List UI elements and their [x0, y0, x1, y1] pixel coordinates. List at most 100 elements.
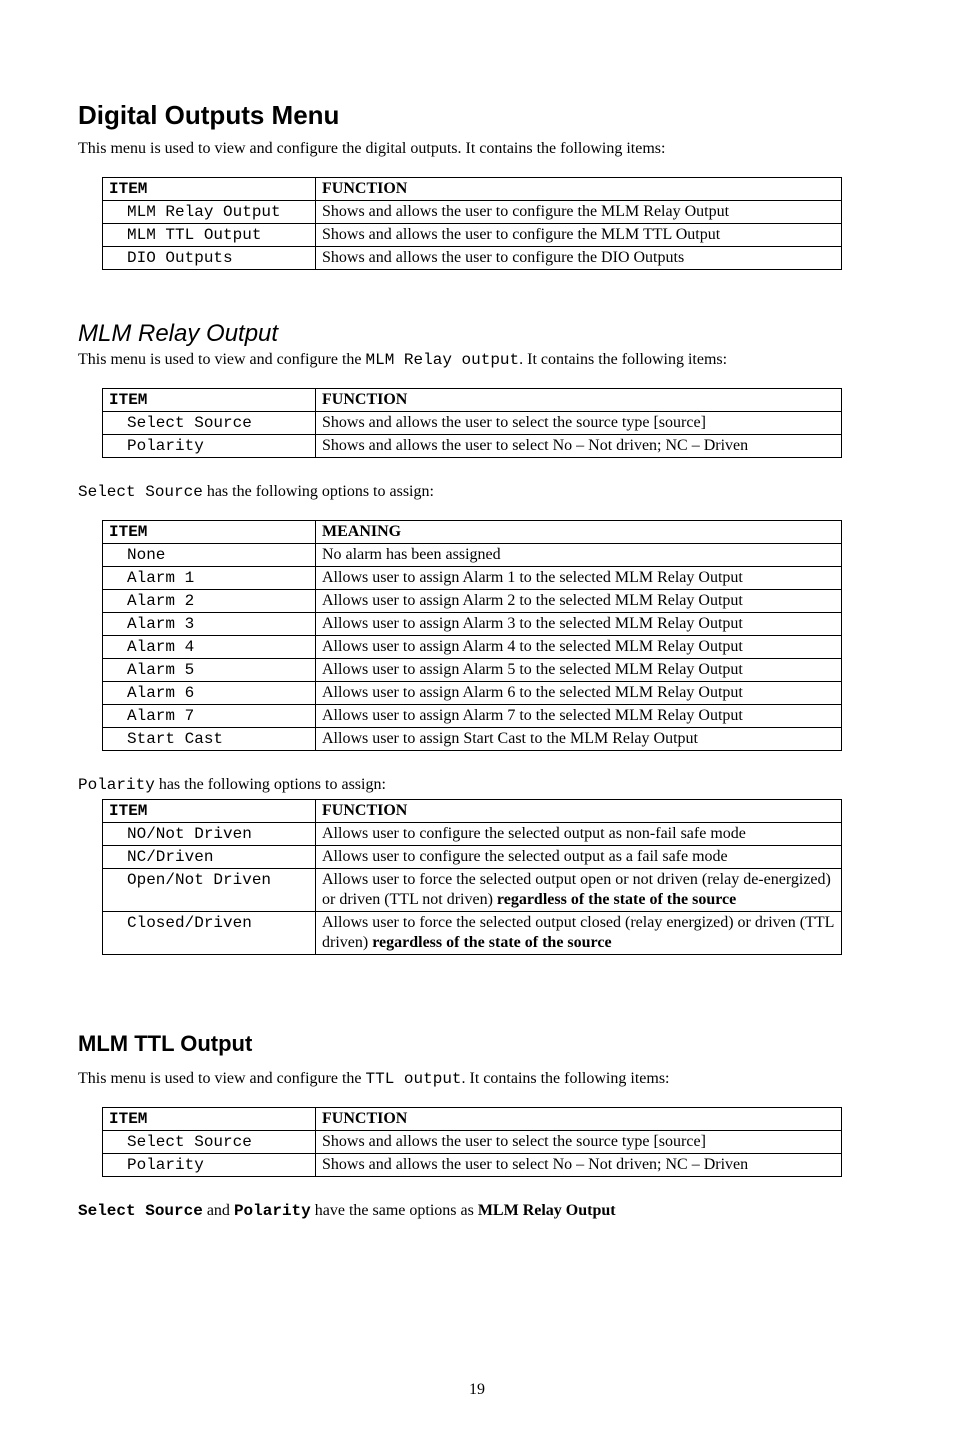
- table-row: Alarm 3Allows user to assign Alarm 3 to …: [103, 613, 842, 636]
- func-cell: Allows user to assign Alarm 2 to the sel…: [316, 590, 842, 613]
- page-number: 19: [78, 1381, 876, 1399]
- func-cell: Allows user to assign Alarm 4 to the sel…: [316, 636, 842, 659]
- col-item: ITEM: [103, 178, 316, 201]
- func-cell: Shows and allows the user to select the …: [316, 412, 842, 435]
- table-row: NC/Driven Allows user to configure the s…: [103, 846, 842, 869]
- table-header-row: ITEM FUNCTION: [103, 389, 842, 412]
- table-header-row: ITEM FUNCTION: [103, 178, 842, 201]
- polarity-lead: Polarity has the following options to as…: [78, 775, 876, 795]
- table-row: Open/Not Driven Allows user to force the…: [103, 869, 842, 912]
- item-cell: Alarm 5: [103, 659, 316, 682]
- table-polarity-options: ITEM FUNCTION NO/Not Driven Allows user …: [102, 799, 842, 955]
- table-row: NoneNo alarm has been assigned: [103, 544, 842, 567]
- code-text: Polarity: [78, 776, 155, 794]
- page-container: Digital Outputs Menu This menu is used t…: [0, 0, 954, 1439]
- func-cell: Allows user to configure the selected ou…: [316, 846, 842, 869]
- func-cell: Allows user to force the selected output…: [316, 869, 842, 912]
- item-cell: None: [103, 544, 316, 567]
- col-function: FUNCTION: [316, 1108, 842, 1131]
- text: This menu is used to view and configure …: [78, 351, 366, 368]
- col-function: FUNCTION: [316, 800, 842, 823]
- col-function: FUNCTION: [316, 178, 842, 201]
- text: have the same options as: [311, 1202, 478, 1219]
- func-cell: Allows user to force the selected output…: [316, 912, 842, 955]
- table-row: Alarm 7Allows user to assign Alarm 7 to …: [103, 705, 842, 728]
- table-mlm-ttl: ITEM FUNCTION Select SourceShows and all…: [102, 1107, 842, 1177]
- func-cell: Allows user to assign Alarm 7 to the sel…: [316, 705, 842, 728]
- code-text: Select Source: [78, 1202, 203, 1220]
- code-text: Polarity: [234, 1202, 311, 1220]
- col-item: ITEM: [103, 1108, 316, 1131]
- item-cell: Select Source: [103, 412, 316, 435]
- table-row: Select SourceShows and allows the user t…: [103, 412, 842, 435]
- page-title: Digital Outputs Menu: [78, 100, 876, 131]
- item-cell: Start Cast: [103, 728, 316, 751]
- func-cell: Allows user to assign Start Cast to the …: [316, 728, 842, 751]
- item-cell: DIO Outputs: [103, 247, 316, 270]
- intro-paragraph-1: This menu is used to view and configure …: [78, 139, 876, 159]
- table-row: Start CastAllows user to assign Start Ca…: [103, 728, 842, 751]
- item-cell: Open/Not Driven: [103, 869, 316, 912]
- table-row: MLM TTL OutputShows and allows the user …: [103, 224, 842, 247]
- func-cell: Shows and allows the user to configure t…: [316, 224, 842, 247]
- func-cell: Shows and allows the user to select the …: [316, 1131, 842, 1154]
- select-source-lead: Select Source has the following options …: [78, 482, 876, 502]
- table-row: Alarm 2Allows user to assign Alarm 2 to …: [103, 590, 842, 613]
- table-row: Alarm 4Allows user to assign Alarm 4 to …: [103, 636, 842, 659]
- item-cell: Alarm 7: [103, 705, 316, 728]
- section-title-mlm-ttl: MLM TTL Output: [78, 1031, 876, 1057]
- func-cell: Allows user to configure the selected ou…: [316, 823, 842, 846]
- func-cell: Allows user to assign Alarm 6 to the sel…: [316, 682, 842, 705]
- func-cell: Shows and allows the user to select No –…: [316, 435, 842, 458]
- text: . It contains the following items:: [462, 1070, 670, 1087]
- code-text: TTL output: [366, 1070, 462, 1088]
- closing-note: Select Source and Polarity have the same…: [78, 1201, 876, 1221]
- table-mlm-relay: ITEM FUNCTION Select SourceShows and all…: [102, 388, 842, 458]
- table-select-source-options: ITEM MEANING NoneNo alarm has been assig…: [102, 520, 842, 751]
- text: has the following options to assign:: [155, 776, 386, 793]
- col-item: ITEM: [103, 800, 316, 823]
- table-row: Closed/Driven Allows user to force the s…: [103, 912, 842, 955]
- item-cell: NO/Not Driven: [103, 823, 316, 846]
- func-cell: Shows and allows the user to configure t…: [316, 247, 842, 270]
- func-cell: Allows user to assign Alarm 1 to the sel…: [316, 567, 842, 590]
- table-header-row: ITEM MEANING: [103, 521, 842, 544]
- table-header-row: ITEM FUNCTION: [103, 800, 842, 823]
- item-cell: Polarity: [103, 1154, 316, 1177]
- table-row: DIO OutputsShows and allows the user to …: [103, 247, 842, 270]
- bold-text: regardless of the state of the source: [497, 891, 736, 908]
- table-header-row: ITEM FUNCTION: [103, 1108, 842, 1131]
- item-cell: Alarm 6: [103, 682, 316, 705]
- item-cell: Closed/Driven: [103, 912, 316, 955]
- item-cell: Alarm 2: [103, 590, 316, 613]
- func-cell: Shows and allows the user to select No –…: [316, 1154, 842, 1177]
- func-cell: No alarm has been assigned: [316, 544, 842, 567]
- table-row: PolarityShows and allows the user to sel…: [103, 1154, 842, 1177]
- item-cell: Polarity: [103, 435, 316, 458]
- table-row: MLM Relay OutputShows and allows the use…: [103, 201, 842, 224]
- func-cell: Shows and allows the user to configure t…: [316, 201, 842, 224]
- table-row: Alarm 6Allows user to assign Alarm 6 to …: [103, 682, 842, 705]
- item-cell: Select Source: [103, 1131, 316, 1154]
- table-digital-outputs: ITEM FUNCTION MLM Relay OutputShows and …: [102, 177, 842, 270]
- table-row: Select SourceShows and allows the user t…: [103, 1131, 842, 1154]
- text: . It contains the following items:: [519, 351, 727, 368]
- text: has the following options to assign:: [203, 483, 434, 500]
- text: This menu is used to view and configure …: [78, 1070, 366, 1087]
- item-cell: MLM TTL Output: [103, 224, 316, 247]
- item-cell: MLM Relay Output: [103, 201, 316, 224]
- item-cell: Alarm 3: [103, 613, 316, 636]
- table-row: PolarityShows and allows the user to sel…: [103, 435, 842, 458]
- func-cell: Allows user to assign Alarm 3 to the sel…: [316, 613, 842, 636]
- section-title-mlm-relay: MLM Relay Output: [78, 320, 876, 348]
- func-cell: Allows user to assign Alarm 5 to the sel…: [316, 659, 842, 682]
- col-function: FUNCTION: [316, 389, 842, 412]
- intro-paragraph-2: This menu is used to view and configure …: [78, 350, 876, 370]
- col-meaning: MEANING: [316, 521, 842, 544]
- text: and: [203, 1202, 234, 1219]
- intro-paragraph-5: This menu is used to view and configure …: [78, 1069, 876, 1089]
- item-cell: Alarm 4: [103, 636, 316, 659]
- bold-text: regardless of the state of the source: [372, 934, 611, 951]
- col-item: ITEM: [103, 389, 316, 412]
- item-cell: Alarm 1: [103, 567, 316, 590]
